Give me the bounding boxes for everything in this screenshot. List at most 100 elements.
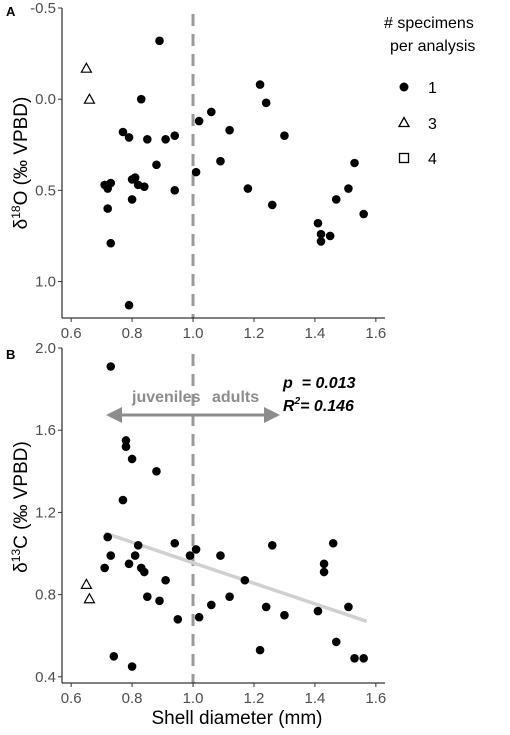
- data-point-circle: [316, 237, 326, 246]
- data-point-circle: [344, 602, 353, 612]
- data-point-circle: [152, 467, 161, 476]
- data-point-circle: [344, 184, 353, 193]
- panel-b-regression-line: [104, 531, 368, 624]
- data-point-circle: [127, 454, 137, 464]
- data-point-circle: [280, 610, 289, 620]
- data-point-circle: [173, 614, 183, 624]
- data-point-circle: [261, 98, 271, 108]
- data-point-circle: [155, 36, 164, 46]
- juveniles-label: juveniles: [131, 389, 201, 406]
- data-point-circle: [319, 559, 329, 569]
- panel-b-y-ticks: 0.4 0.8 1.2 1.6 2.0: [35, 340, 62, 686]
- legend-item-4: 4: [398, 151, 437, 168]
- data-point-circle: [225, 592, 234, 601]
- data-point-circle: [133, 541, 143, 550]
- data-point-circle: [216, 156, 225, 166]
- legend-label-3: 3: [428, 116, 437, 133]
- panel-b-y-axis-title: δ13C (‰ VPBD): [9, 441, 32, 573]
- regression-fit-line: [104, 531, 368, 624]
- y-tick-label: 0.0: [35, 91, 56, 108]
- panel-b: B 0.6 0.8 1.0 1.2 1.4 1.6 0.4 0.8 1.2 1.6 2.0 juv…: [6, 340, 386, 729]
- data-point-circle: [155, 596, 164, 606]
- legend-triangle-marker: [397, 116, 411, 128]
- data-point-circle: [267, 200, 277, 210]
- data-point-circle: [207, 107, 216, 117]
- data-point-circle: [325, 231, 335, 241]
- x-tick-label: 1.0: [183, 690, 204, 707]
- legend-item-3: 3: [397, 116, 437, 133]
- x-tick-label: 0.8: [122, 325, 143, 342]
- panel-b-axes: [61, 348, 385, 684]
- panel-a-points: [80, 36, 368, 310]
- panel-b-points: [80, 362, 368, 671]
- data-point-circle: [121, 436, 131, 445]
- data-point-circle: [124, 300, 134, 310]
- data-point-circle: [350, 158, 359, 168]
- data-point-circle: [359, 209, 368, 219]
- p-value-text: p = 0.013: [282, 375, 356, 392]
- legend-title-line1: # specimens: [384, 15, 474, 32]
- panel-a-letter: A: [6, 4, 16, 19]
- data-point-circle: [185, 551, 195, 560]
- data-point-circle: [225, 125, 234, 135]
- data-point-circle: [240, 575, 250, 585]
- panel-a: A 0.6 0.8 1.0 1.2 1.4 1.6 -0.5 0.0 0.5 1.0 δ18O …: [6, 0, 386, 342]
- data-point-circle: [124, 133, 134, 142]
- legend-label-4: 4: [428, 151, 437, 168]
- data-point-circle: [136, 94, 146, 104]
- x-tick-label: 1.2: [244, 325, 265, 342]
- data-point-circle: [143, 592, 152, 601]
- x-tick-label: 1.6: [365, 325, 386, 342]
- x-tick-label: 0.6: [61, 325, 82, 342]
- data-point-circle: [130, 173, 140, 182]
- data-point-circle: [106, 178, 116, 188]
- data-point-circle: [313, 606, 323, 616]
- data-point-circle: [350, 654, 359, 663]
- panel-b-letter: B: [6, 347, 15, 362]
- data-point-circle: [127, 662, 137, 671]
- data-point-circle: [191, 545, 201, 554]
- data-point-circle: [313, 218, 323, 228]
- y-tick-label: 0.5: [35, 182, 56, 199]
- data-point-circle: [255, 80, 265, 89]
- x-axis-title: Shell diameter (mm): [151, 708, 322, 729]
- data-point-circle: [255, 645, 265, 655]
- data-point-circle: [331, 637, 341, 647]
- data-point-triangle: [83, 92, 96, 104]
- y-tick-label: 1.6: [35, 422, 56, 439]
- y-tick-label: -0.5: [30, 0, 56, 17]
- panel-a-axes: [61, 8, 385, 319]
- data-point-circle: [106, 238, 116, 248]
- data-point-circle: [194, 612, 204, 622]
- x-tick-label: 1.0: [183, 325, 204, 342]
- data-point-circle: [106, 551, 116, 560]
- data-point-triangle: [83, 592, 96, 604]
- data-point-circle: [100, 563, 109, 573]
- data-point-circle: [328, 538, 338, 548]
- data-point-circle: [103, 532, 113, 542]
- data-point-circle: [170, 538, 180, 548]
- data-point-circle: [152, 160, 161, 170]
- legend-title-line2: per analysis: [390, 38, 475, 55]
- y-tick-label: 1.2: [35, 504, 56, 521]
- panel-a-y-axis-title: δ18O (‰ VPBD): [9, 97, 32, 230]
- data-point-circle: [191, 167, 201, 177]
- data-point-circle: [331, 195, 341, 204]
- y-tick-label: 0.8: [35, 587, 56, 604]
- data-point-circle: [194, 116, 204, 126]
- y-tick-label: 0.4: [35, 669, 56, 686]
- data-point-triangle: [80, 578, 93, 589]
- legend-item-1: 1: [399, 80, 437, 97]
- adults-label: adults: [212, 389, 259, 406]
- data-point-circle: [124, 559, 134, 569]
- data-point-circle: [316, 229, 326, 239]
- x-tick-label: 0.6: [61, 690, 82, 707]
- data-point-circle: [319, 567, 329, 577]
- legend-square-marker: [398, 152, 410, 164]
- data-point-circle: [216, 551, 225, 560]
- data-point-circle: [170, 186, 180, 195]
- y-tick-label: 1.0: [35, 274, 56, 291]
- r-squared-text: R2= 0.146: [283, 396, 354, 415]
- data-point-circle: [243, 184, 253, 193]
